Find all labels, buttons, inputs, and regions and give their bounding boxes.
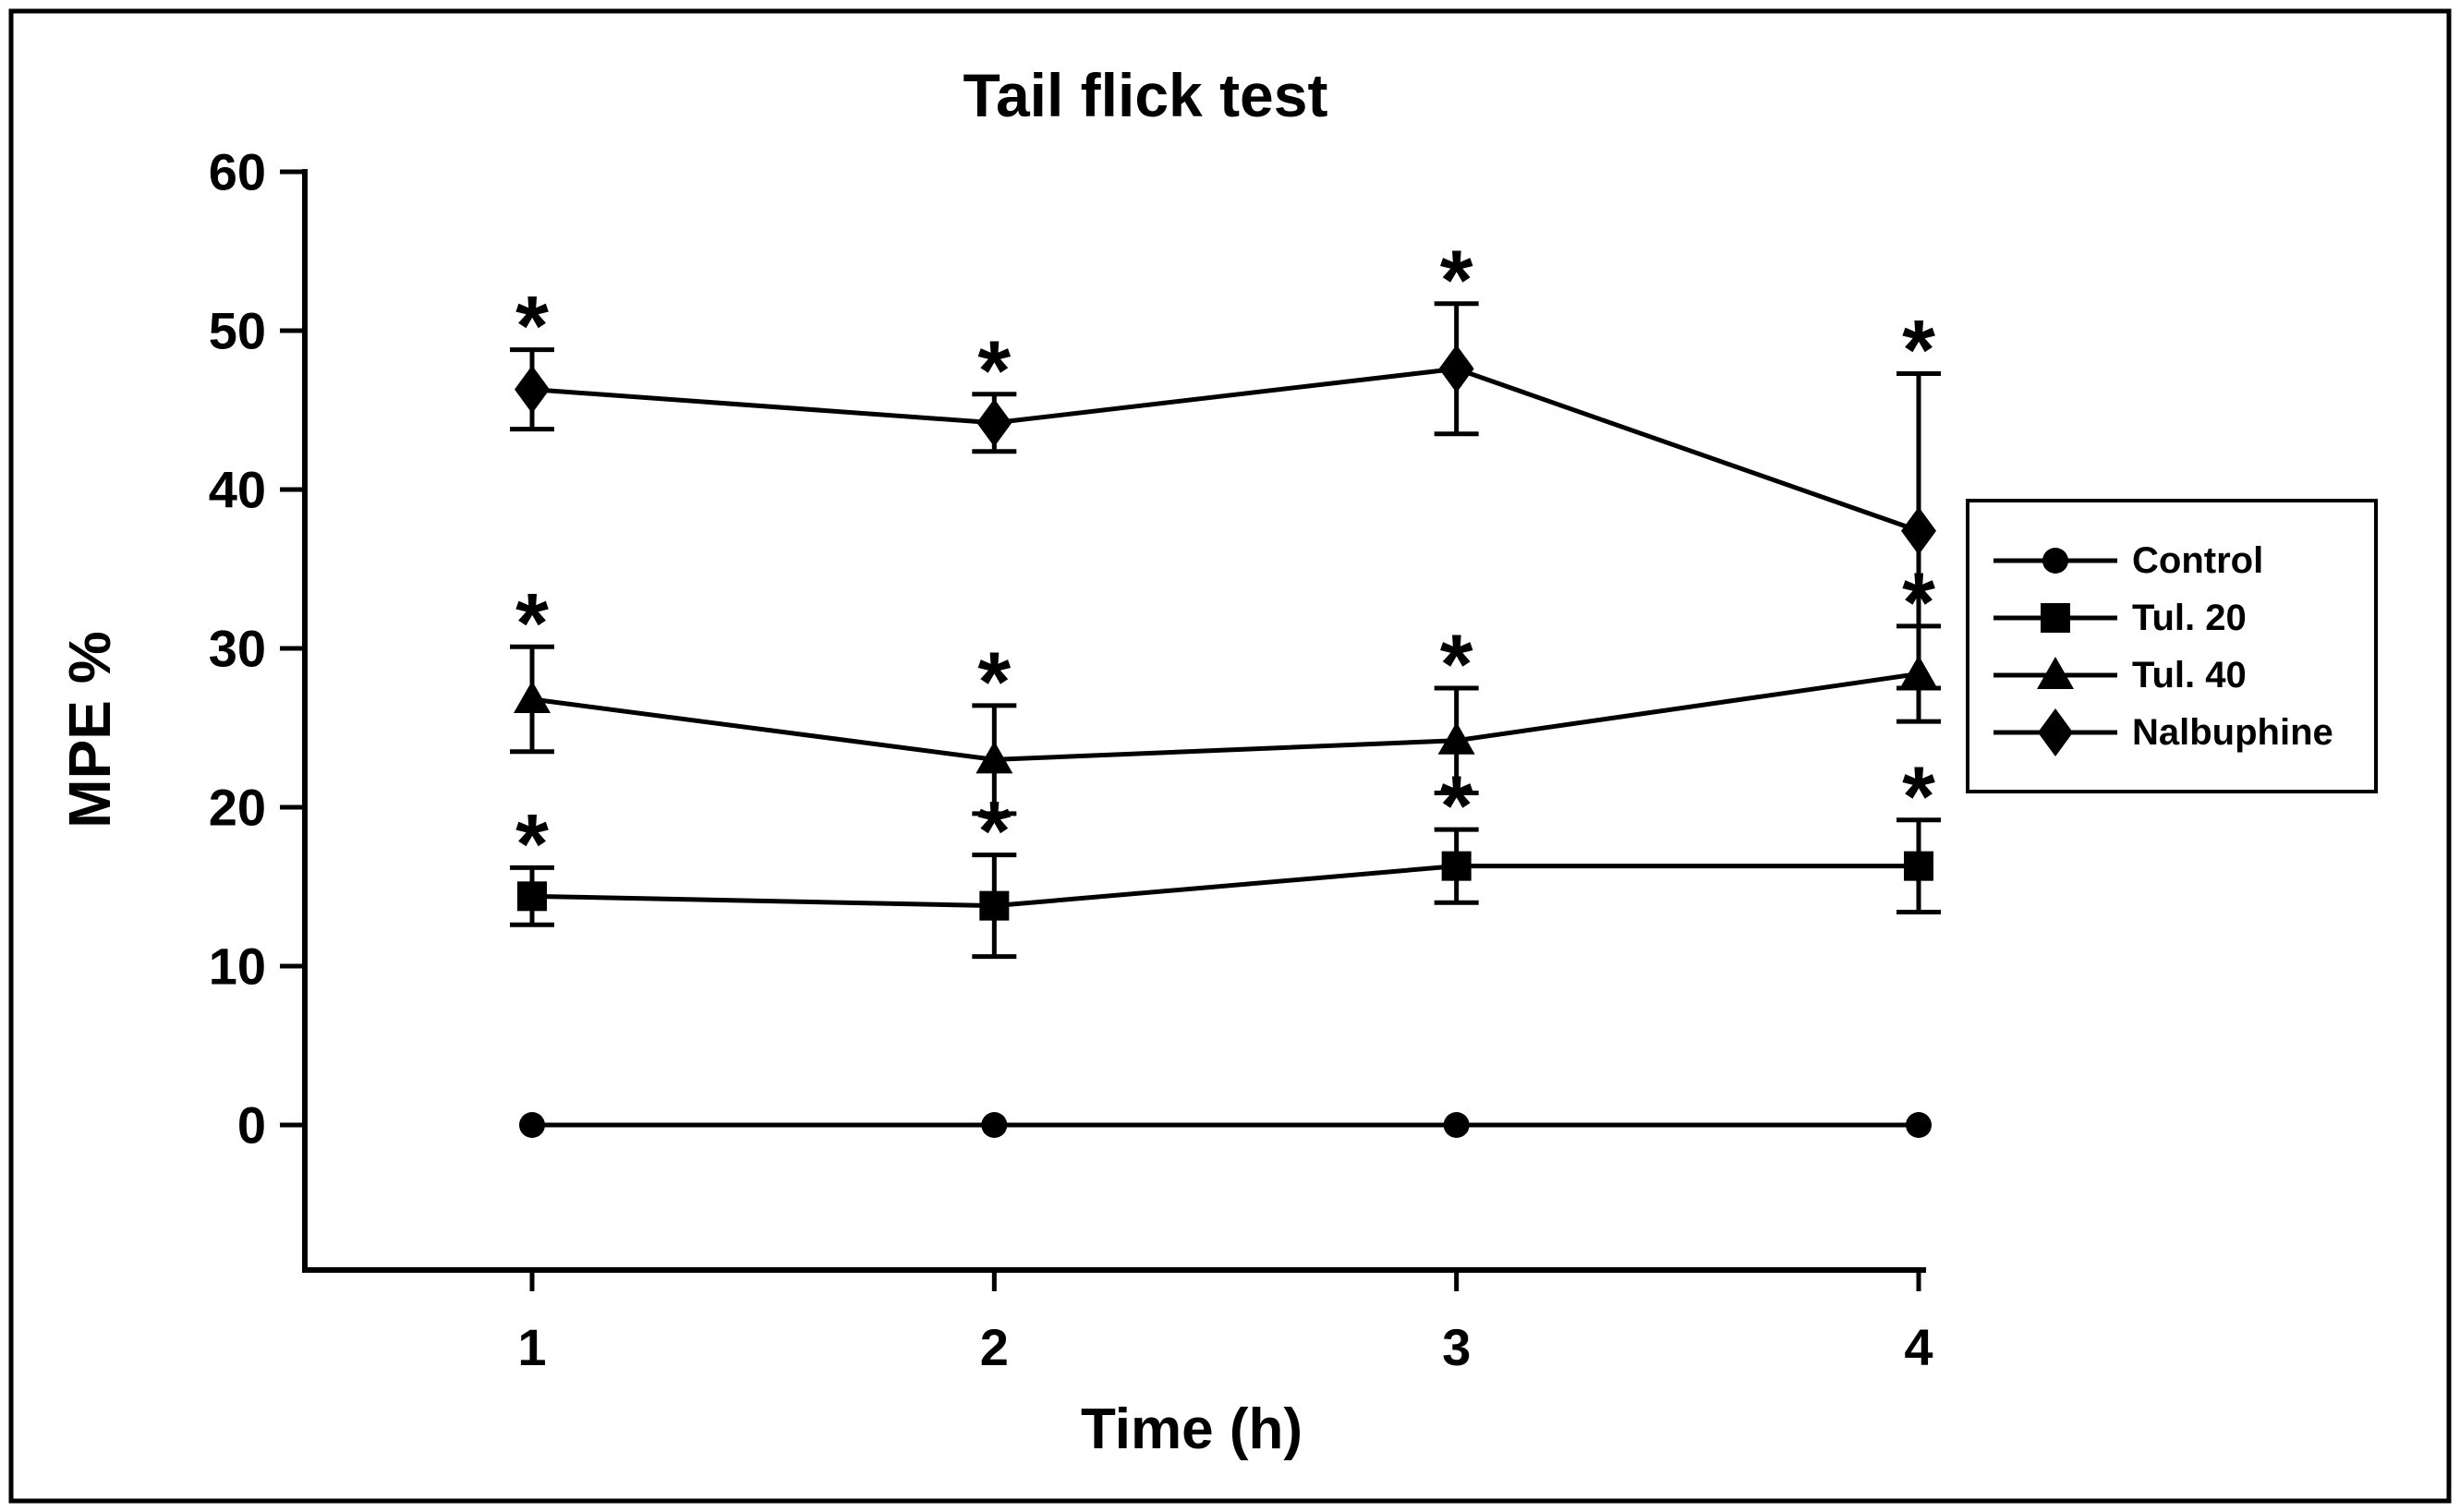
figure-border <box>8 8 2452 1504</box>
marker-circle <box>2042 548 2068 574</box>
y-tick-label: 60 <box>209 143 266 201</box>
significance-asterisk: * <box>1440 618 1473 712</box>
y-tick-label: 0 <box>237 1096 266 1155</box>
marker-square <box>1903 851 1933 881</box>
marker-square <box>517 881 547 912</box>
series-tul-40: **** <box>510 556 1941 816</box>
marker-triangle <box>2037 657 2074 689</box>
legend-label: Control <box>2132 540 2263 581</box>
marker-square <box>1441 851 1472 881</box>
series-nalbuphine: * * * * <box>510 234 1941 691</box>
series-line-tul-40 <box>531 671 1920 762</box>
y-tick-label: 20 <box>209 779 266 837</box>
x-tick-label: 4 <box>1904 1318 1933 1376</box>
y-tick-label: 50 <box>209 302 266 360</box>
plot-area: ************ <box>510 234 1941 1138</box>
significance-asterisk: * <box>977 324 1011 418</box>
marker-square <box>979 890 1010 921</box>
series-tul-20: * * * * <box>510 750 1941 960</box>
y-tick-label: 40 <box>209 461 266 519</box>
marker-circle <box>981 1112 1008 1138</box>
y-axis-label: MPE % <box>56 631 123 828</box>
y-tick-label: 10 <box>209 937 266 996</box>
legend-label: Tul. 40 <box>2132 655 2247 696</box>
significance-asterisk: * <box>977 635 1011 730</box>
legend-item-nalbuphine: Nalbuphine <box>1993 708 2333 756</box>
legend-border <box>1966 499 2378 793</box>
marker-triangle <box>976 741 1013 774</box>
significance-asterisk: * <box>1902 750 1935 844</box>
significance-asterisk: * <box>1440 234 1473 328</box>
significance-asterisk: * <box>515 797 549 891</box>
x-tick-label: 2 <box>980 1318 1009 1376</box>
chart-title: Tail flick test <box>963 61 1328 129</box>
x-tick-label: 1 <box>517 1318 546 1376</box>
legend-label: Tul. 20 <box>2132 598 2247 638</box>
marker-triangle <box>1437 721 1475 755</box>
legend-item-control: Control <box>1993 540 2263 581</box>
axes: 0 10 20 30 40 50 60 1 2 3 4 <box>209 143 1933 1377</box>
series-control <box>519 1112 1932 1138</box>
marker-circle <box>519 1112 545 1138</box>
marker-triangle <box>514 681 551 714</box>
significance-asterisk: * <box>515 576 549 671</box>
series-line-nalbuphine <box>531 366 1920 534</box>
x-tick-label: 3 <box>1442 1318 1471 1376</box>
significance-asterisk: * <box>515 280 549 374</box>
significance-asterisk: * <box>1902 303 1935 397</box>
marker-circle <box>1905 1112 1932 1138</box>
marker-diamond <box>515 365 550 414</box>
y-tick-label: 30 <box>209 620 266 678</box>
marker-diamond <box>1900 506 1936 555</box>
legend-label: Nalbuphine <box>2132 712 2333 753</box>
legend: Control Tul. 20 Tul. 40 Nalbuphine <box>1966 499 2378 793</box>
marker-diamond <box>976 398 1012 447</box>
legend-item-tul-20: Tul. 20 <box>1993 598 2247 638</box>
series-line-tul-20 <box>531 864 1919 909</box>
marker-diamond <box>2038 708 2073 756</box>
legend-item-tul-40: Tul. 40 <box>1993 655 2247 696</box>
marker-circle <box>1443 1112 1470 1138</box>
marker-diamond <box>1438 345 1474 393</box>
marker-square <box>2041 603 2070 633</box>
x-axis-label: Time (h) <box>1081 1397 1303 1461</box>
